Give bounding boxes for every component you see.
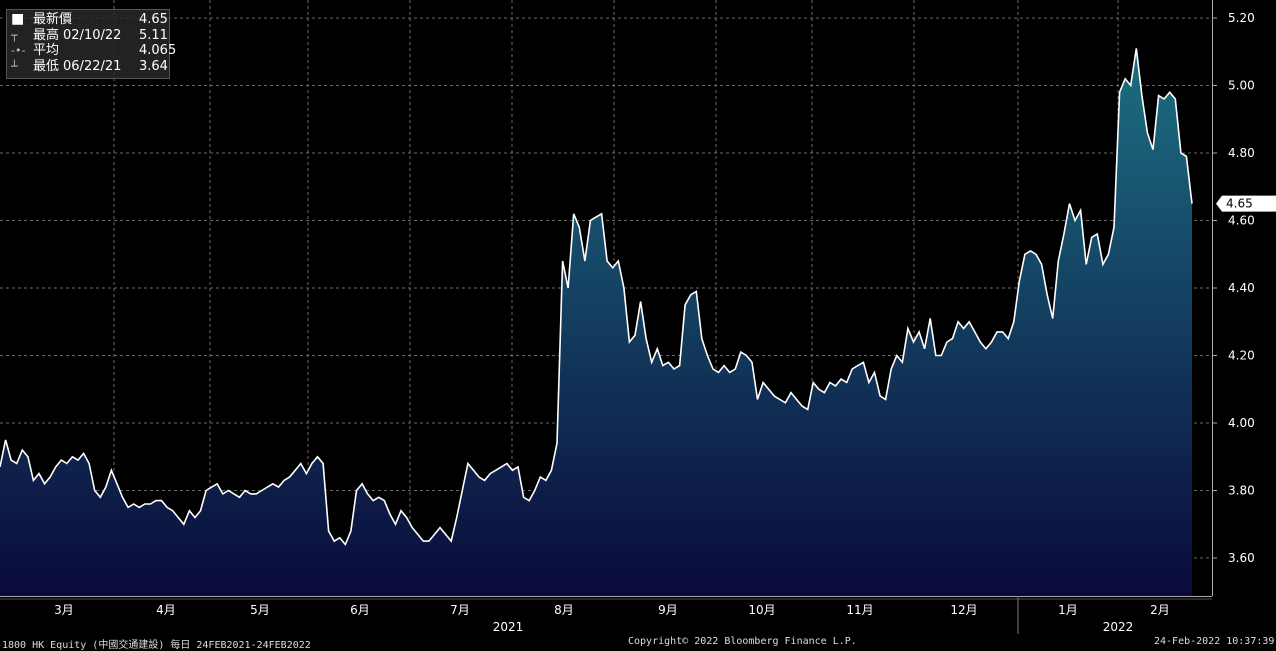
y-tick-label: 4.40 (1228, 281, 1255, 295)
x-tick-label: 1月 (1058, 603, 1078, 617)
legend-row: ■ 最新價 4.65 (11, 11, 169, 28)
legend-label: 最低 (33, 58, 60, 74)
footer-timestamp: 24-Feb-2022 10:37:39 (1154, 636, 1275, 647)
footer-copyright: Copyright© 2022 Bloomberg Finance L.P. (628, 636, 857, 647)
y-tick-label: 3.80 (1228, 484, 1255, 498)
x-tick-label: 12月 (950, 603, 977, 617)
year-label: 2021 (493, 620, 524, 634)
y-tick-label: 3.60 (1228, 551, 1255, 565)
x-tick-labels: 3月 4月 5月 6月 7月 8月 9月 10月 11月 12月 1月 2月 2021 2022 (54, 603, 1170, 634)
last-value-marker: 4.65 (1216, 195, 1276, 212)
high-marker-icon: ┬ (11, 28, 18, 42)
legend-value: 4.65 (139, 12, 168, 27)
legend-row: -•- 平均 4.065 (11, 43, 176, 59)
low-marker-icon: ┴ (11, 59, 18, 73)
year-label: 2022 (1103, 620, 1134, 634)
filled-square-icon: ■ (11, 11, 25, 27)
y-tick-label: 4.60 (1228, 214, 1255, 228)
average-marker-icon: -•- (11, 44, 26, 57)
last-value-label: 4.65 (1226, 197, 1253, 211)
footer-security: 1800 HK Equity (中國交通建設) 每日 24FEB2021-24F… (2, 640, 311, 651)
x-tick-label: 10月 (748, 603, 775, 617)
y-tick-label: 4.80 (1228, 146, 1255, 160)
legend-label: 最高 (33, 27, 60, 43)
x-tick-label: 3月 (54, 603, 74, 617)
legend-date: 02/10/22 (63, 27, 122, 43)
legend-label: 平均 (33, 43, 60, 58)
legend-value: 3.64 (139, 58, 168, 74)
y-tick-label: 5.00 (1228, 79, 1255, 93)
legend-label: 最新價 (33, 12, 73, 27)
legend-value: 4.065 (139, 43, 177, 58)
y-tick-labels: 3.60 3.80 4.00 4.20 4.40 4.60 4.80 5.00 5.20 (1212, 11, 1255, 565)
x-tick-label: 4月 (156, 603, 176, 617)
x-tick-label: 6月 (350, 603, 370, 617)
legend-date: 06/22/21 (63, 58, 122, 74)
y-tick-label: 4.20 (1228, 349, 1255, 363)
x-tick-label: 7月 (450, 603, 470, 617)
price-line (0, 48, 1193, 547)
x-tick-label: 11月 (846, 603, 873, 617)
axes (0, 0, 1213, 634)
legend-value: 5.11 (139, 27, 168, 43)
x-tick-label: 8月 (554, 603, 574, 617)
last-value-box (1216, 195, 1276, 212)
price-area (0, 48, 1192, 596)
y-tick-label: 4.00 (1228, 416, 1255, 430)
x-tick-label: 9月 (658, 603, 678, 617)
x-tick-label: 5月 (250, 603, 270, 617)
legend-row: ┴ 最低 06/22/21 3.64 (11, 59, 169, 75)
legend: ■ 最新價 4.65 ┬ 最高 02/10/22 5.11 -•- 平均 4.065 ┴ 最低 06/2… (6, 9, 176, 79)
legend-row: ┬ 最高 02/10/22 5.11 (11, 28, 169, 44)
y-tick-label: 5.20 (1228, 11, 1255, 25)
x-tick-label: 2月 (1150, 603, 1170, 617)
